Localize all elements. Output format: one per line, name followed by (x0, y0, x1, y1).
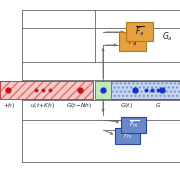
Bar (95, 81, 111, 99)
Text: $\overline{F_a}$: $\overline{F_a}$ (135, 24, 145, 38)
FancyBboxPatch shape (122, 116, 147, 132)
Text: $G_a$: $G_a$ (162, 31, 173, 43)
Text: $u(t\!+\!Kh)$: $u(t\!+\!Kh)$ (30, 101, 55, 110)
Text: $G(t\!-\!Nh)$: $G(t\!-\!Nh)$ (66, 101, 92, 110)
Bar (0, 81, 93, 99)
Text: $+h)$: $+h)$ (3, 101, 15, 110)
Text: $\overline{F_m}$: $\overline{F_m}$ (129, 119, 139, 130)
Text: $\overline{F_a}$: $\overline{F_a}$ (128, 34, 138, 48)
Bar (0, 81, 93, 99)
FancyBboxPatch shape (120, 31, 147, 51)
FancyBboxPatch shape (127, 21, 154, 40)
Text: $G(t)$: $G(t)$ (120, 101, 133, 110)
Bar (95, 81, 180, 99)
Text: $\overline{F_m}$: $\overline{F_m}$ (123, 130, 133, 141)
FancyBboxPatch shape (116, 127, 141, 143)
Bar (95, 81, 180, 99)
Text: $G$: $G$ (155, 101, 161, 109)
